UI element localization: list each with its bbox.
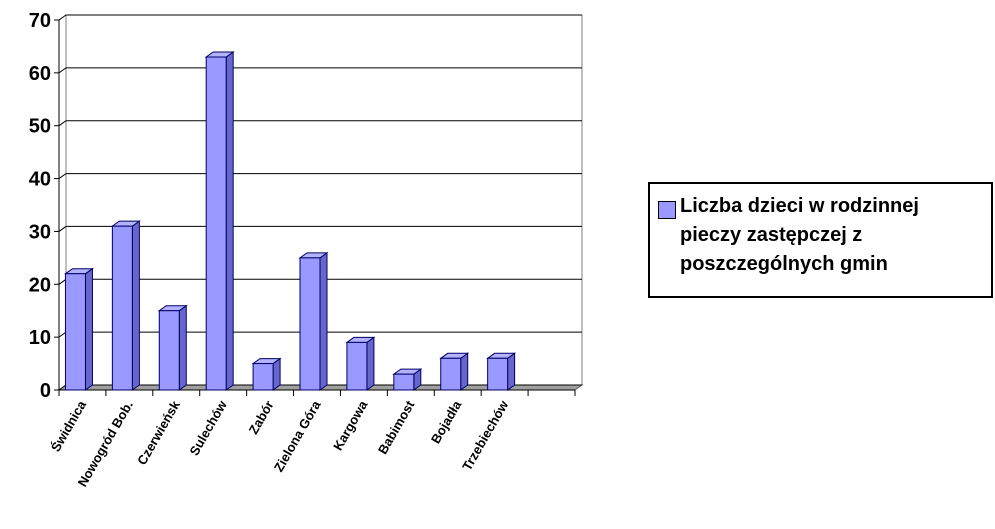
bar-side (507, 352, 516, 391)
bar-front (205, 56, 227, 391)
grid-line (58, 225, 582, 232)
bar-side (178, 304, 187, 391)
bar-front (158, 310, 180, 391)
legend: Liczba dzieci w rodzinnej pieczy zastępc… (648, 182, 993, 298)
y-tick-label: 50 (29, 116, 51, 138)
x-tick-label: Bojadła (428, 397, 465, 446)
x-tick-label: Babimost (375, 397, 418, 456)
x-tick-label: Świdnica (48, 397, 90, 454)
bar-front (346, 341, 368, 391)
bar-side (131, 220, 140, 391)
y-tick-label: 20 (29, 274, 51, 296)
x-tick-label: Sulechów (186, 397, 230, 458)
bar-side (460, 352, 469, 391)
y-tick-label: 40 (29, 169, 51, 191)
y-tick-label: 30 (29, 221, 51, 243)
bar-front (440, 357, 462, 391)
bar (110, 220, 141, 391)
legend-label: Liczba dzieci w rodzinnej pieczy zastępc… (680, 195, 919, 275)
x-tick-label: Czerwieńsk (134, 397, 183, 467)
bar (392, 368, 423, 391)
x-tick-label: Trzebiechów (459, 397, 511, 473)
y-tick-label: 0 (40, 380, 51, 402)
grid-line (58, 173, 582, 179)
bar-front (299, 257, 321, 391)
bar (298, 251, 329, 391)
bar-front (252, 363, 274, 391)
bar-side (225, 51, 234, 391)
bar (204, 51, 235, 391)
y-tick-label: 70 (29, 10, 51, 32)
grid-line (58, 67, 582, 74)
grid-line (58, 120, 582, 127)
bar-front (487, 357, 509, 391)
bar (439, 352, 470, 391)
bar (345, 336, 376, 391)
bar-front (393, 373, 415, 391)
bar-front (64, 273, 86, 391)
bar (251, 357, 282, 391)
x-tick-label: Zabór (246, 398, 277, 437)
bar (63, 267, 95, 391)
x-tick-label: Zielona Góra (271, 397, 324, 474)
legend-swatch (658, 201, 676, 219)
y-tick-label: 60 (29, 63, 51, 85)
y-tick-label: 10 (29, 327, 51, 349)
bar (486, 352, 517, 391)
bar-side (366, 336, 375, 391)
bar-front (111, 225, 133, 391)
grid-line (58, 14, 582, 21)
bar-side (84, 267, 93, 391)
x-tick-label: Kargowa (330, 397, 371, 453)
bar (157, 304, 188, 391)
bar-side (319, 251, 328, 391)
